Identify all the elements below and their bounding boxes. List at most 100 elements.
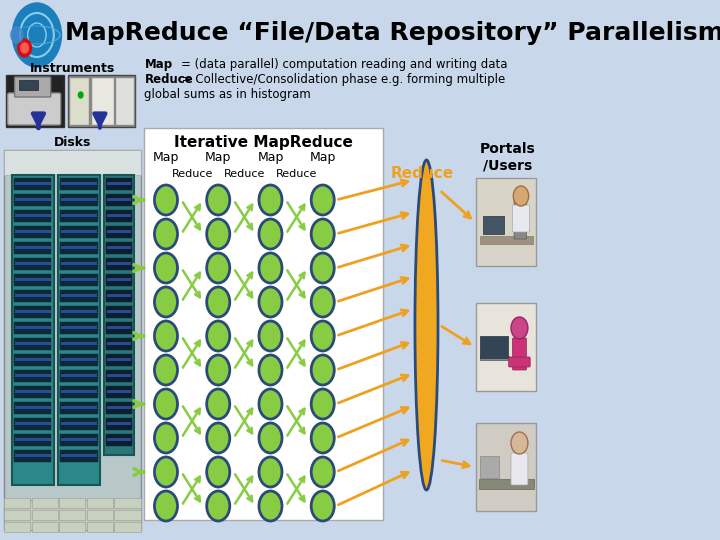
FancyBboxPatch shape — [60, 242, 98, 254]
FancyBboxPatch shape — [69, 77, 89, 125]
FancyBboxPatch shape — [14, 322, 52, 334]
FancyBboxPatch shape — [14, 342, 50, 345]
FancyBboxPatch shape — [106, 258, 132, 270]
FancyBboxPatch shape — [14, 258, 52, 270]
Circle shape — [207, 321, 230, 351]
FancyBboxPatch shape — [14, 418, 52, 430]
FancyBboxPatch shape — [106, 402, 132, 414]
FancyBboxPatch shape — [58, 175, 100, 485]
FancyBboxPatch shape — [14, 230, 50, 233]
Circle shape — [511, 432, 528, 454]
Circle shape — [207, 457, 230, 487]
Circle shape — [259, 423, 282, 453]
FancyBboxPatch shape — [106, 226, 132, 238]
FancyBboxPatch shape — [32, 522, 58, 532]
FancyBboxPatch shape — [480, 336, 508, 358]
FancyBboxPatch shape — [477, 303, 536, 391]
FancyBboxPatch shape — [106, 370, 132, 382]
FancyBboxPatch shape — [91, 77, 114, 125]
FancyBboxPatch shape — [60, 306, 98, 318]
FancyBboxPatch shape — [14, 370, 52, 382]
Circle shape — [259, 457, 282, 487]
Text: = (data parallel) computation reading and writing data: = (data parallel) computation reading an… — [166, 58, 508, 71]
Circle shape — [311, 321, 334, 351]
Circle shape — [259, 185, 282, 215]
FancyBboxPatch shape — [60, 450, 98, 462]
FancyBboxPatch shape — [14, 386, 52, 398]
FancyBboxPatch shape — [14, 278, 50, 281]
Text: Map: Map — [153, 152, 179, 165]
FancyBboxPatch shape — [107, 390, 131, 393]
FancyBboxPatch shape — [14, 354, 52, 366]
FancyBboxPatch shape — [14, 294, 50, 297]
Text: MapReduce “File/Data Repository” Parallelism: MapReduce “File/Data Repository” Paralle… — [66, 21, 720, 45]
FancyBboxPatch shape — [145, 128, 382, 520]
FancyBboxPatch shape — [107, 422, 131, 425]
FancyBboxPatch shape — [60, 210, 98, 222]
Circle shape — [259, 321, 282, 351]
FancyBboxPatch shape — [482, 216, 504, 234]
FancyBboxPatch shape — [60, 390, 96, 393]
Circle shape — [155, 287, 178, 317]
Text: Map: Map — [257, 152, 284, 165]
Circle shape — [155, 389, 178, 419]
FancyBboxPatch shape — [107, 310, 131, 313]
FancyBboxPatch shape — [60, 454, 96, 457]
Text: Reduce: Reduce — [276, 169, 318, 179]
FancyBboxPatch shape — [60, 246, 96, 249]
Circle shape — [511, 317, 528, 339]
FancyBboxPatch shape — [60, 258, 98, 270]
Circle shape — [259, 287, 282, 317]
FancyBboxPatch shape — [14, 194, 52, 206]
FancyBboxPatch shape — [60, 354, 98, 366]
Text: global sums as in histogram: global sums as in histogram — [145, 88, 311, 101]
FancyBboxPatch shape — [477, 423, 536, 511]
FancyBboxPatch shape — [107, 406, 131, 409]
FancyBboxPatch shape — [106, 386, 132, 398]
FancyBboxPatch shape — [14, 274, 52, 286]
Circle shape — [207, 423, 230, 453]
FancyBboxPatch shape — [60, 402, 98, 414]
Circle shape — [207, 185, 230, 215]
Circle shape — [311, 491, 334, 521]
Circle shape — [259, 355, 282, 385]
Circle shape — [513, 186, 528, 206]
Circle shape — [155, 355, 178, 385]
Text: Reduce: Reduce — [391, 166, 454, 181]
FancyBboxPatch shape — [107, 214, 131, 217]
Circle shape — [311, 355, 334, 385]
Circle shape — [18, 39, 32, 57]
FancyBboxPatch shape — [513, 205, 529, 232]
FancyBboxPatch shape — [60, 310, 96, 313]
FancyBboxPatch shape — [60, 294, 96, 297]
FancyBboxPatch shape — [14, 390, 50, 393]
Circle shape — [259, 253, 282, 283]
FancyBboxPatch shape — [87, 522, 113, 532]
FancyBboxPatch shape — [114, 522, 140, 532]
FancyBboxPatch shape — [107, 374, 131, 377]
FancyBboxPatch shape — [60, 326, 96, 329]
FancyBboxPatch shape — [4, 150, 140, 175]
FancyBboxPatch shape — [60, 198, 96, 201]
Circle shape — [311, 389, 334, 419]
FancyBboxPatch shape — [14, 402, 52, 414]
FancyBboxPatch shape — [59, 498, 85, 508]
FancyBboxPatch shape — [106, 418, 132, 430]
Circle shape — [155, 185, 178, 215]
Circle shape — [311, 423, 334, 453]
Circle shape — [12, 3, 61, 67]
FancyBboxPatch shape — [14, 454, 50, 457]
FancyBboxPatch shape — [106, 322, 132, 334]
FancyBboxPatch shape — [107, 182, 131, 185]
FancyBboxPatch shape — [60, 322, 98, 334]
FancyBboxPatch shape — [107, 342, 131, 345]
Circle shape — [207, 253, 230, 283]
FancyBboxPatch shape — [60, 406, 96, 409]
FancyBboxPatch shape — [513, 338, 526, 370]
FancyBboxPatch shape — [60, 422, 96, 425]
FancyBboxPatch shape — [6, 75, 64, 127]
FancyBboxPatch shape — [14, 438, 50, 441]
Circle shape — [78, 92, 83, 98]
FancyBboxPatch shape — [480, 236, 533, 244]
FancyBboxPatch shape — [107, 262, 131, 265]
